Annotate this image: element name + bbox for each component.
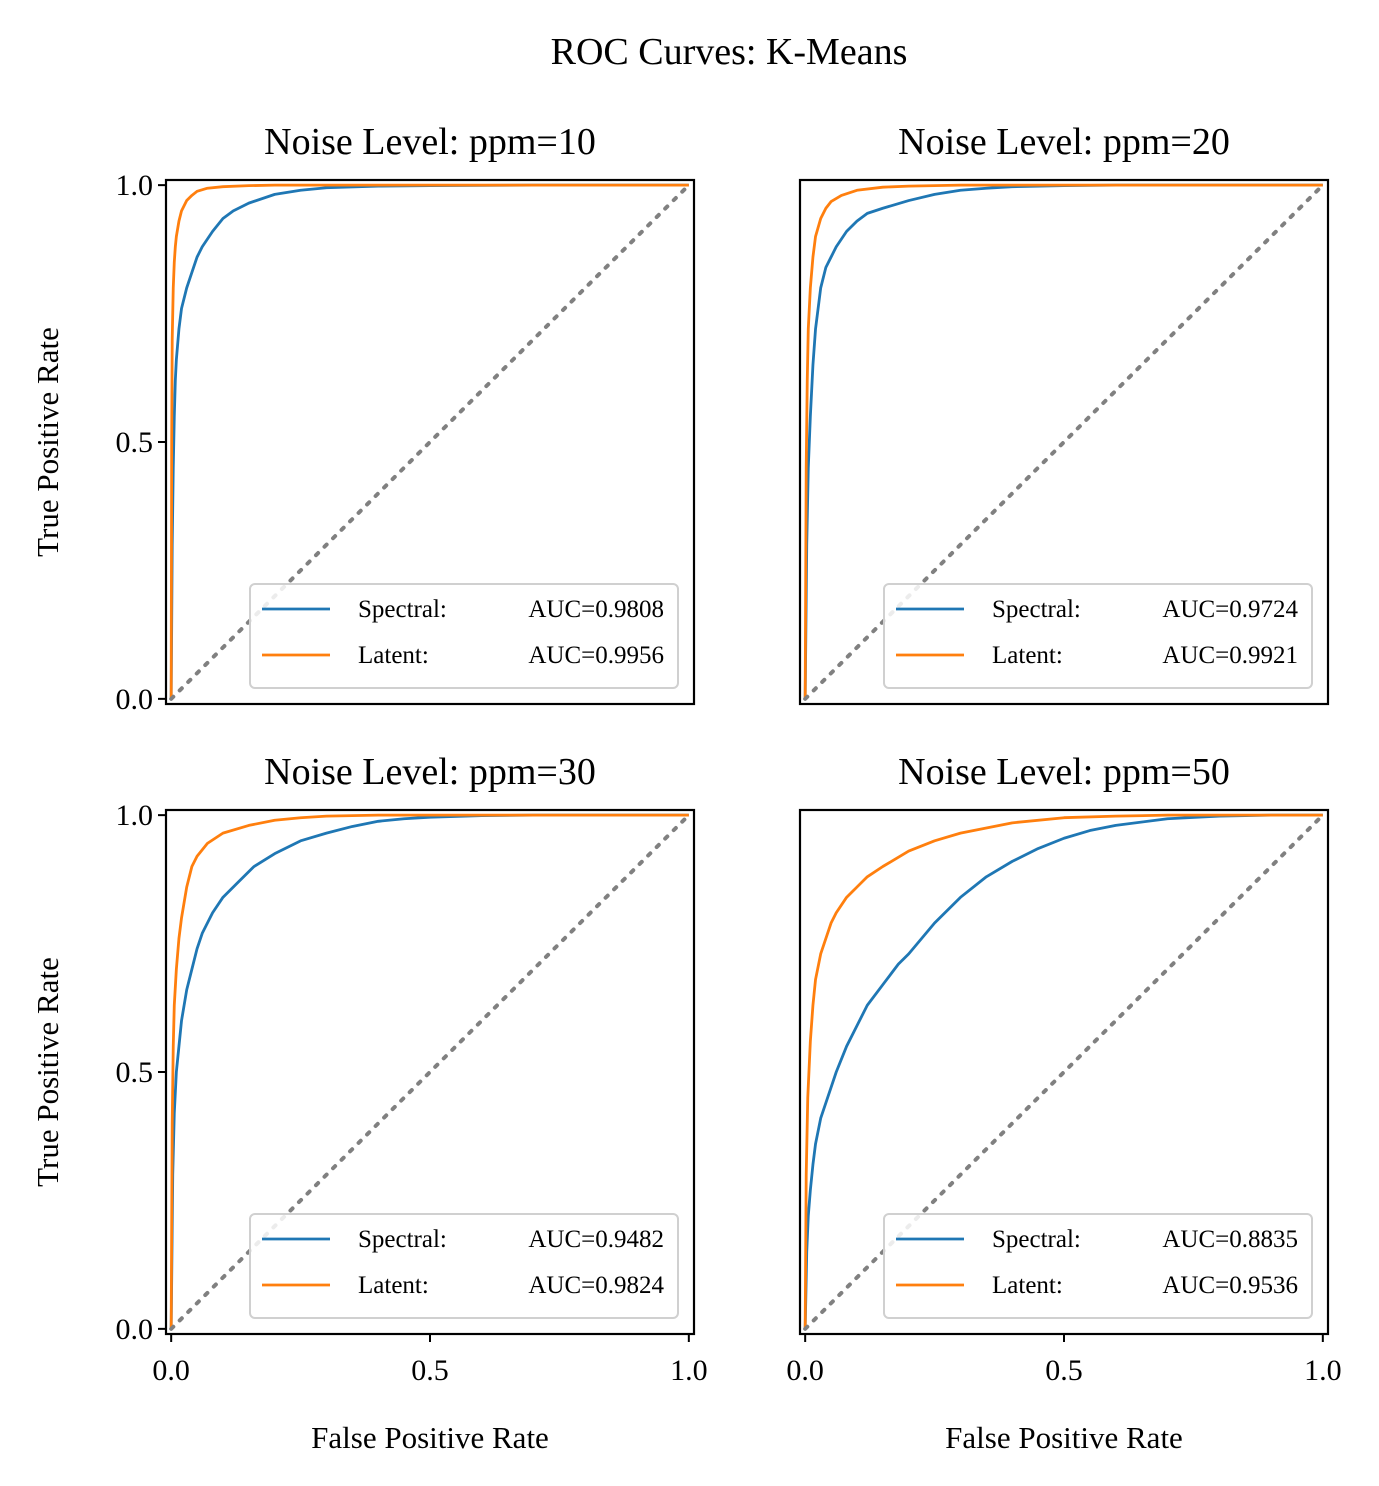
subplot-title: Noise Level: ppm=10 xyxy=(264,121,596,163)
x-tick-label: 0.5 xyxy=(411,1354,449,1387)
legend-label-latent: Latent: xyxy=(358,1272,429,1299)
legend-auc-spectral: AUC=0.8835 xyxy=(1162,1226,1298,1253)
legend-box xyxy=(883,1213,1313,1319)
subplot-1: Noise Level: ppm=10 0.0 0.5 1.0 True Positiv… xyxy=(30,121,696,716)
legend-auc-spectral: AUC=0.9808 xyxy=(528,596,664,623)
legend: Spectral: AUC=0.9808 Latent: AUC=0.9956 xyxy=(249,583,679,689)
legend-auc-latent: AUC=0.9921 xyxy=(1162,642,1298,669)
x-axis-label: False Positive Rate xyxy=(945,1420,1183,1455)
y-axis-label: True Positive Rate xyxy=(30,957,65,1187)
series-line-latent xyxy=(803,813,1323,1329)
y-tick-label: 1.0 xyxy=(116,169,154,202)
series-line-latent xyxy=(803,183,1323,699)
series-line-spectral xyxy=(803,813,1323,1329)
legend-label-spectral: Spectral: xyxy=(992,596,1081,623)
legend-label-latent: Latent: xyxy=(358,642,429,669)
legend-auc-latent: AUC=0.9956 xyxy=(528,642,664,669)
x-tick-label: 0.0 xyxy=(152,1354,190,1387)
y-axis-label: True Positive Rate xyxy=(30,327,65,557)
legend-label-spectral: Spectral: xyxy=(992,1226,1081,1253)
y-tick-label: 0.5 xyxy=(116,1056,154,1089)
legend-auc-spectral: AUC=0.9724 xyxy=(1162,596,1298,623)
y-tick-label: 0.0 xyxy=(116,1313,154,1346)
subplot-title: Noise Level: ppm=20 xyxy=(898,121,1230,163)
y-tick-label: 0.5 xyxy=(116,426,154,459)
subplot-title: Noise Level: ppm=50 xyxy=(898,751,1230,793)
series-line-spectral xyxy=(169,813,689,1329)
legend: Spectral: AUC=0.9482 Latent: AUC=0.9824 xyxy=(249,1213,679,1319)
series-line-latent xyxy=(169,813,689,1329)
subplot-title: Noise Level: ppm=30 xyxy=(264,751,596,793)
series-line-spectral xyxy=(169,183,689,699)
y-tick-label: 0.0 xyxy=(116,683,154,716)
legend: Spectral: AUC=0.8835 Latent: AUC=0.9536 xyxy=(883,1213,1313,1319)
legend-box xyxy=(883,583,1313,689)
legend-box xyxy=(249,583,679,689)
axes-frame xyxy=(798,178,1330,706)
x-tick-label: 1.0 xyxy=(1304,1354,1342,1387)
legend-label-spectral: Spectral: xyxy=(358,1226,447,1253)
x-tick-label: 0.5 xyxy=(1045,1354,1083,1387)
legend-auc-latent: AUC=0.9824 xyxy=(528,1272,664,1299)
legend-auc-latent: AUC=0.9536 xyxy=(1162,1272,1298,1299)
legend-label-latent: Latent: xyxy=(992,642,1063,669)
figure-title: ROC Curves: K-Means xyxy=(551,31,908,73)
x-axis-label: False Positive Rate xyxy=(311,1420,549,1455)
legend-box xyxy=(249,1213,679,1319)
subplot-4: Noise Level: ppm=50 0.0 0.5 1.0 False Positi… xyxy=(786,751,1341,1455)
legend: Spectral: AUC=0.9724 Latent: AUC=0.9921 xyxy=(883,583,1313,689)
subplot-2: Noise Level: ppm=20 Spectral: AUC=0.9724 La… xyxy=(798,121,1330,706)
y-tick-label: 1.0 xyxy=(116,799,154,832)
subplot-grid: Noise Level: ppm=10 0.0 0.5 1.0 True Positiv… xyxy=(30,121,1342,1455)
x-tick-label: 1.0 xyxy=(670,1354,708,1387)
subplot-3: Noise Level: ppm=30 0.0 0.5 1.0 0.0 0.5 1.0 Tru… xyxy=(30,751,708,1455)
series-line-latent xyxy=(169,183,689,699)
legend-auc-spectral: AUC=0.9482 xyxy=(528,1226,664,1253)
x-tick-label: 0.0 xyxy=(786,1354,824,1387)
legend-label-latent: Latent: xyxy=(992,1272,1063,1299)
legend-label-spectral: Spectral: xyxy=(358,596,447,623)
